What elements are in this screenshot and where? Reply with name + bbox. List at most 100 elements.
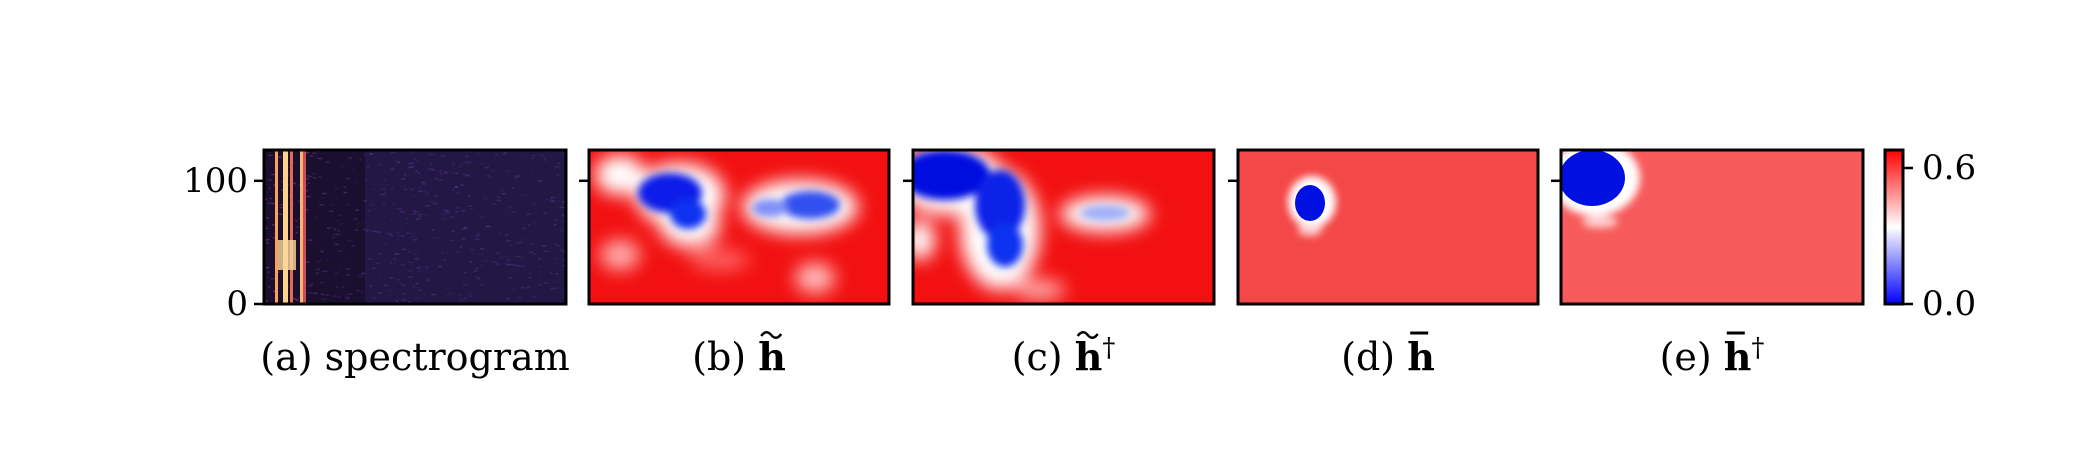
spectrogram-speckle xyxy=(415,218,420,220)
spectrogram-speckle xyxy=(417,172,421,175)
spectrogram-speckle xyxy=(520,286,526,289)
spectrogram-speckle xyxy=(266,242,269,244)
spectrogram-speckle xyxy=(372,208,378,211)
spectrogram-speckle xyxy=(451,230,455,232)
spectrogram-speckle xyxy=(319,251,324,253)
spectrogram-speckle xyxy=(560,229,563,232)
spectrogram-speckle xyxy=(313,177,317,179)
spectrogram-speckle xyxy=(496,199,501,202)
spectrogram-speckle xyxy=(321,192,327,195)
panel-c-frame xyxy=(911,148,1216,306)
spectrogram-speckle xyxy=(293,182,296,185)
spectrogram-speckle xyxy=(545,198,549,201)
spectrogram-speckle xyxy=(561,201,565,203)
spectrogram-speckle xyxy=(413,238,418,241)
spectrogram-speckle xyxy=(352,169,356,171)
caption-e: (e) h† xyxy=(1660,333,1765,379)
spectrogram-speckle xyxy=(336,233,341,236)
spectrogram-speckle xyxy=(320,196,325,199)
spectrogram-speckle xyxy=(418,190,423,192)
spectrogram-speckle xyxy=(514,177,518,179)
spectrogram-speckle xyxy=(342,286,345,289)
spectrogram-speckle xyxy=(401,178,406,180)
spectrogram-speckle xyxy=(543,159,549,162)
spectrogram-speckle xyxy=(336,219,339,222)
spectrogram-speckle xyxy=(550,266,554,268)
spectrogram-speckle xyxy=(449,239,454,242)
spectrogram-speckle xyxy=(321,249,324,252)
spectrogram-speckle xyxy=(407,261,413,264)
spectrogram-speckle xyxy=(477,277,480,280)
spectrogram-speckle xyxy=(386,184,389,186)
spectrogram-speckle xyxy=(442,213,447,215)
spectrogram-speckle xyxy=(451,171,454,174)
spectrogram-speckle xyxy=(470,208,474,210)
spectrogram-speckle xyxy=(279,204,285,206)
panel-b-frame xyxy=(587,148,891,306)
spectrogram-speckle xyxy=(318,176,321,178)
spectrogram-speckle xyxy=(334,198,337,201)
spectrogram-speckle xyxy=(332,237,335,239)
spectrogram-speckle xyxy=(332,295,336,298)
spectrogram-speckle xyxy=(281,189,285,192)
spectrogram-speckle xyxy=(501,192,507,195)
spectrogram-speckle xyxy=(340,223,345,225)
spectrogram-speckle xyxy=(381,188,386,190)
spectrogram-speckle xyxy=(505,234,509,236)
spectrogram-speckle xyxy=(559,249,563,251)
spectrogram-speckle xyxy=(320,298,326,300)
spectrogram-speckle xyxy=(552,200,556,202)
spectrogram-speckle xyxy=(387,289,392,292)
spectrogram-speckle xyxy=(408,213,413,216)
spectrogram-speckle xyxy=(506,213,510,215)
spectrogram-speckle xyxy=(504,256,509,259)
spectrogram-speckle xyxy=(481,215,485,218)
spectrogram-speckle xyxy=(495,252,500,254)
spectrogram-speckle xyxy=(271,173,276,176)
spectrogram-speckle xyxy=(269,202,274,204)
spectrogram-speckle xyxy=(423,295,427,297)
spectrogram-speckle xyxy=(520,265,525,268)
spectrogram-speckle xyxy=(553,257,557,260)
spectrogram-speckle xyxy=(460,184,464,186)
spectrogram-speckle xyxy=(315,272,320,275)
spectrogram-speckle xyxy=(562,151,566,153)
spectrogram-speckle xyxy=(556,287,559,290)
spectrogram-speckle xyxy=(443,172,449,174)
spectrogram-speckle xyxy=(463,297,467,300)
caption-prefix: (a) xyxy=(260,335,324,379)
spectrogram-speckle xyxy=(312,292,318,295)
spectrogram-speckle xyxy=(390,187,394,190)
spectrogram-speckle xyxy=(426,192,429,195)
spectrogram-speckle xyxy=(317,157,323,160)
panel-a-frame xyxy=(262,148,568,306)
spectrogram-speckle xyxy=(496,262,499,264)
spectrogram-speckle xyxy=(438,179,443,181)
spectrogram-speckle xyxy=(543,250,549,253)
spectrogram-speckle xyxy=(476,152,480,154)
spectrogram-speckle xyxy=(431,293,437,296)
spectrogram-speckle xyxy=(338,214,343,216)
spectrogram-speckle xyxy=(425,204,431,207)
spectrogram-speckle xyxy=(499,256,504,259)
spectrogram-speckle xyxy=(271,278,276,280)
spectrogram-speckle xyxy=(399,283,403,285)
spectrogram-speckle xyxy=(340,165,346,167)
spectrogram-speckle xyxy=(394,253,400,255)
spectrogram-speckle xyxy=(424,266,429,269)
spectrogram-speckle xyxy=(264,198,268,200)
spectrogram-speckle xyxy=(504,263,509,265)
spectrogram-speckle xyxy=(337,230,340,232)
spectrogram-speckle xyxy=(273,184,276,186)
spectrogram-speckle xyxy=(308,285,313,287)
spectrogram-speckle xyxy=(459,246,463,248)
spectrogram-speckle xyxy=(560,221,565,223)
spectrogram-speckle xyxy=(269,197,273,200)
spectrogram-speckle xyxy=(279,206,285,209)
spectrogram-speckle xyxy=(427,153,432,156)
spectrogram-speckle xyxy=(408,166,413,169)
spectrogram-speckle xyxy=(359,158,362,161)
spectrogram-speckle xyxy=(369,153,373,155)
spectrogram-speckle xyxy=(464,175,469,177)
colorbar-frame xyxy=(1883,148,1905,306)
